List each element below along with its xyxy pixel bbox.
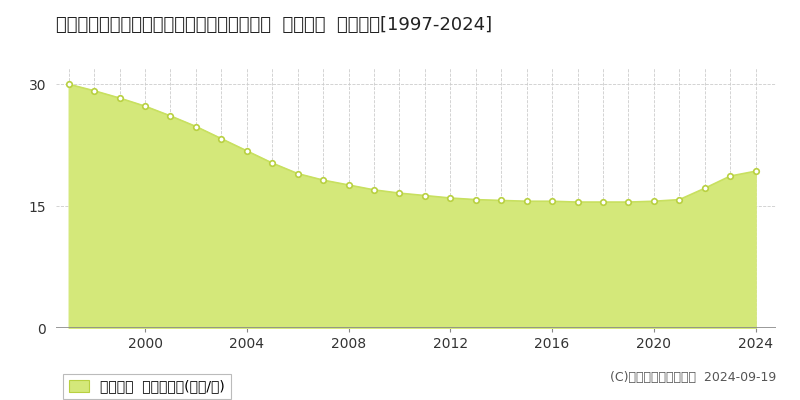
Text: (C)土地価格ドットコム  2024-09-19: (C)土地価格ドットコム 2024-09-19 — [610, 371, 776, 384]
Legend: 基準地価  平均坪単価(万円/坪): 基準地価 平均坪単価(万円/坪) — [63, 374, 230, 399]
Text: 北海道札幌市厚別区もみじ台北１丁目６番８  基準地価  地価推移[1997-2024]: 北海道札幌市厚別区もみじ台北１丁目６番８ 基準地価 地価推移[1997-2024… — [56, 16, 492, 34]
